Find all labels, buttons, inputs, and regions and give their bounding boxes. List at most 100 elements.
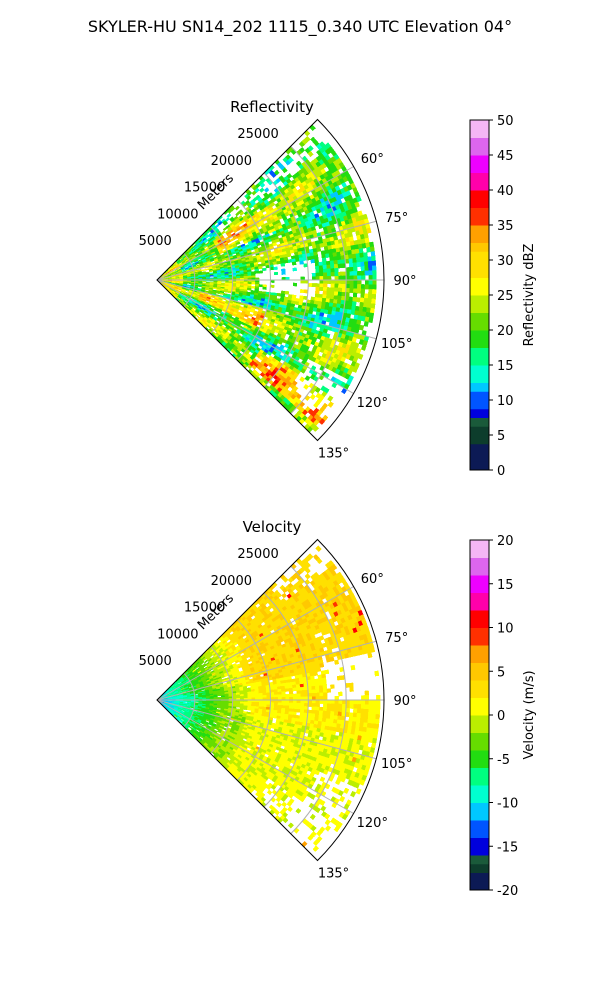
field-cell: [212, 287, 218, 290]
field-cell: [258, 284, 264, 288]
field-cell: [353, 271, 358, 276]
colorbar-tick-label: 30: [497, 254, 514, 269]
field-cell: [369, 246, 375, 253]
field-cell: [248, 313, 254, 318]
field-cell: [353, 275, 358, 281]
colorbar-segment: [470, 155, 489, 165]
field-cell: [360, 266, 366, 272]
field-cell: [326, 260, 331, 266]
field-cell: [326, 294, 331, 300]
field-cell: [360, 344, 367, 351]
field-cell: [243, 275, 248, 279]
field-cell: [330, 272, 335, 277]
field-cell: [342, 275, 347, 281]
field-cell: [322, 261, 327, 266]
colorbar-segment: [470, 356, 489, 366]
field-cell: [352, 257, 357, 264]
field-cell: [337, 263, 343, 269]
field-cell: [364, 293, 369, 299]
colorbar-segment: [470, 365, 489, 375]
field-cell: [371, 265, 377, 271]
field-cell: [326, 268, 332, 273]
field-cell: [175, 281, 180, 283]
field-cell: [210, 261, 216, 265]
field-cell: [311, 272, 317, 277]
field-cell: [338, 275, 343, 281]
field-cell: [311, 283, 317, 288]
field-cell: [250, 266, 256, 270]
field-cell: [369, 312, 375, 319]
field-cell: [283, 259, 289, 264]
field-cell: [327, 395, 334, 402]
field-cell: [368, 284, 373, 290]
field-cell: [349, 275, 354, 281]
field-cell: [360, 270, 366, 276]
field-cell: [349, 266, 354, 272]
field-cell: [273, 266, 278, 270]
field-cell: [353, 284, 358, 289]
field-cell: [262, 286, 267, 290]
field-cell: [314, 262, 320, 267]
angle-tick-label: 105°: [381, 337, 412, 352]
colorbar-segment: [470, 216, 489, 226]
field-cell: [322, 268, 328, 273]
colorbar-tick-label: 5: [497, 429, 505, 444]
field-cell: [334, 275, 339, 281]
field-cell: [247, 287, 252, 291]
field-cell: [292, 267, 297, 272]
field-cell: [359, 297, 365, 303]
angle-tick-label: 60°: [361, 152, 384, 167]
field-cell: [367, 298, 373, 304]
field-cell: [280, 262, 286, 267]
field-cell: [360, 284, 366, 290]
field-cell: [315, 269, 320, 274]
field-cell: [327, 401, 334, 408]
field-cell: [363, 321, 369, 327]
angle-tick-label: 75°: [385, 211, 408, 226]
field-cell: [322, 264, 328, 270]
field-cell: [333, 263, 339, 269]
field-cell: [209, 274, 214, 277]
colorbar-segment: [470, 461, 489, 471]
field-cell: [364, 237, 370, 244]
field-cell: [224, 217, 230, 222]
field-cell: [263, 187, 270, 193]
field-cell: [333, 295, 339, 300]
field-cell: [256, 259, 262, 263]
field-cell: [360, 288, 366, 294]
field-cell: [352, 296, 357, 303]
colorbar-segment: [470, 120, 489, 130]
field-cell: [330, 264, 335, 269]
field-cell: [318, 293, 324, 299]
field-cell: [194, 700, 199, 703]
colorbar-segment: [470, 233, 489, 243]
field-cell: [363, 252, 368, 258]
field-cell: [292, 282, 298, 287]
field-cell: [352, 262, 358, 268]
field-cell: [201, 269, 206, 272]
field-cell: [371, 260, 377, 267]
radar-field: [156, 545, 381, 853]
colorbar-segment: [470, 172, 489, 182]
field-cell: [179, 278, 184, 280]
field-cell: [369, 241, 375, 248]
field-cell: [232, 276, 237, 279]
field-cell: [337, 295, 342, 301]
field-cell: [254, 270, 260, 274]
field-cell: [372, 284, 377, 290]
field-cell: [358, 248, 364, 254]
colorbar-tick-label: 0: [497, 464, 505, 479]
field-cell: [363, 256, 369, 263]
field-cell: [322, 287, 328, 292]
field-cell: [363, 297, 369, 304]
field-cell: [360, 293, 365, 299]
field-cell: [351, 253, 357, 259]
colorbar-tick-label: 20: [497, 324, 514, 339]
field-cell: [314, 293, 320, 298]
radar-field: [156, 124, 377, 433]
field-cell: [372, 275, 377, 281]
field-cell: [326, 290, 331, 296]
field-cell: [360, 261, 365, 267]
field-cell: [368, 270, 373, 276]
